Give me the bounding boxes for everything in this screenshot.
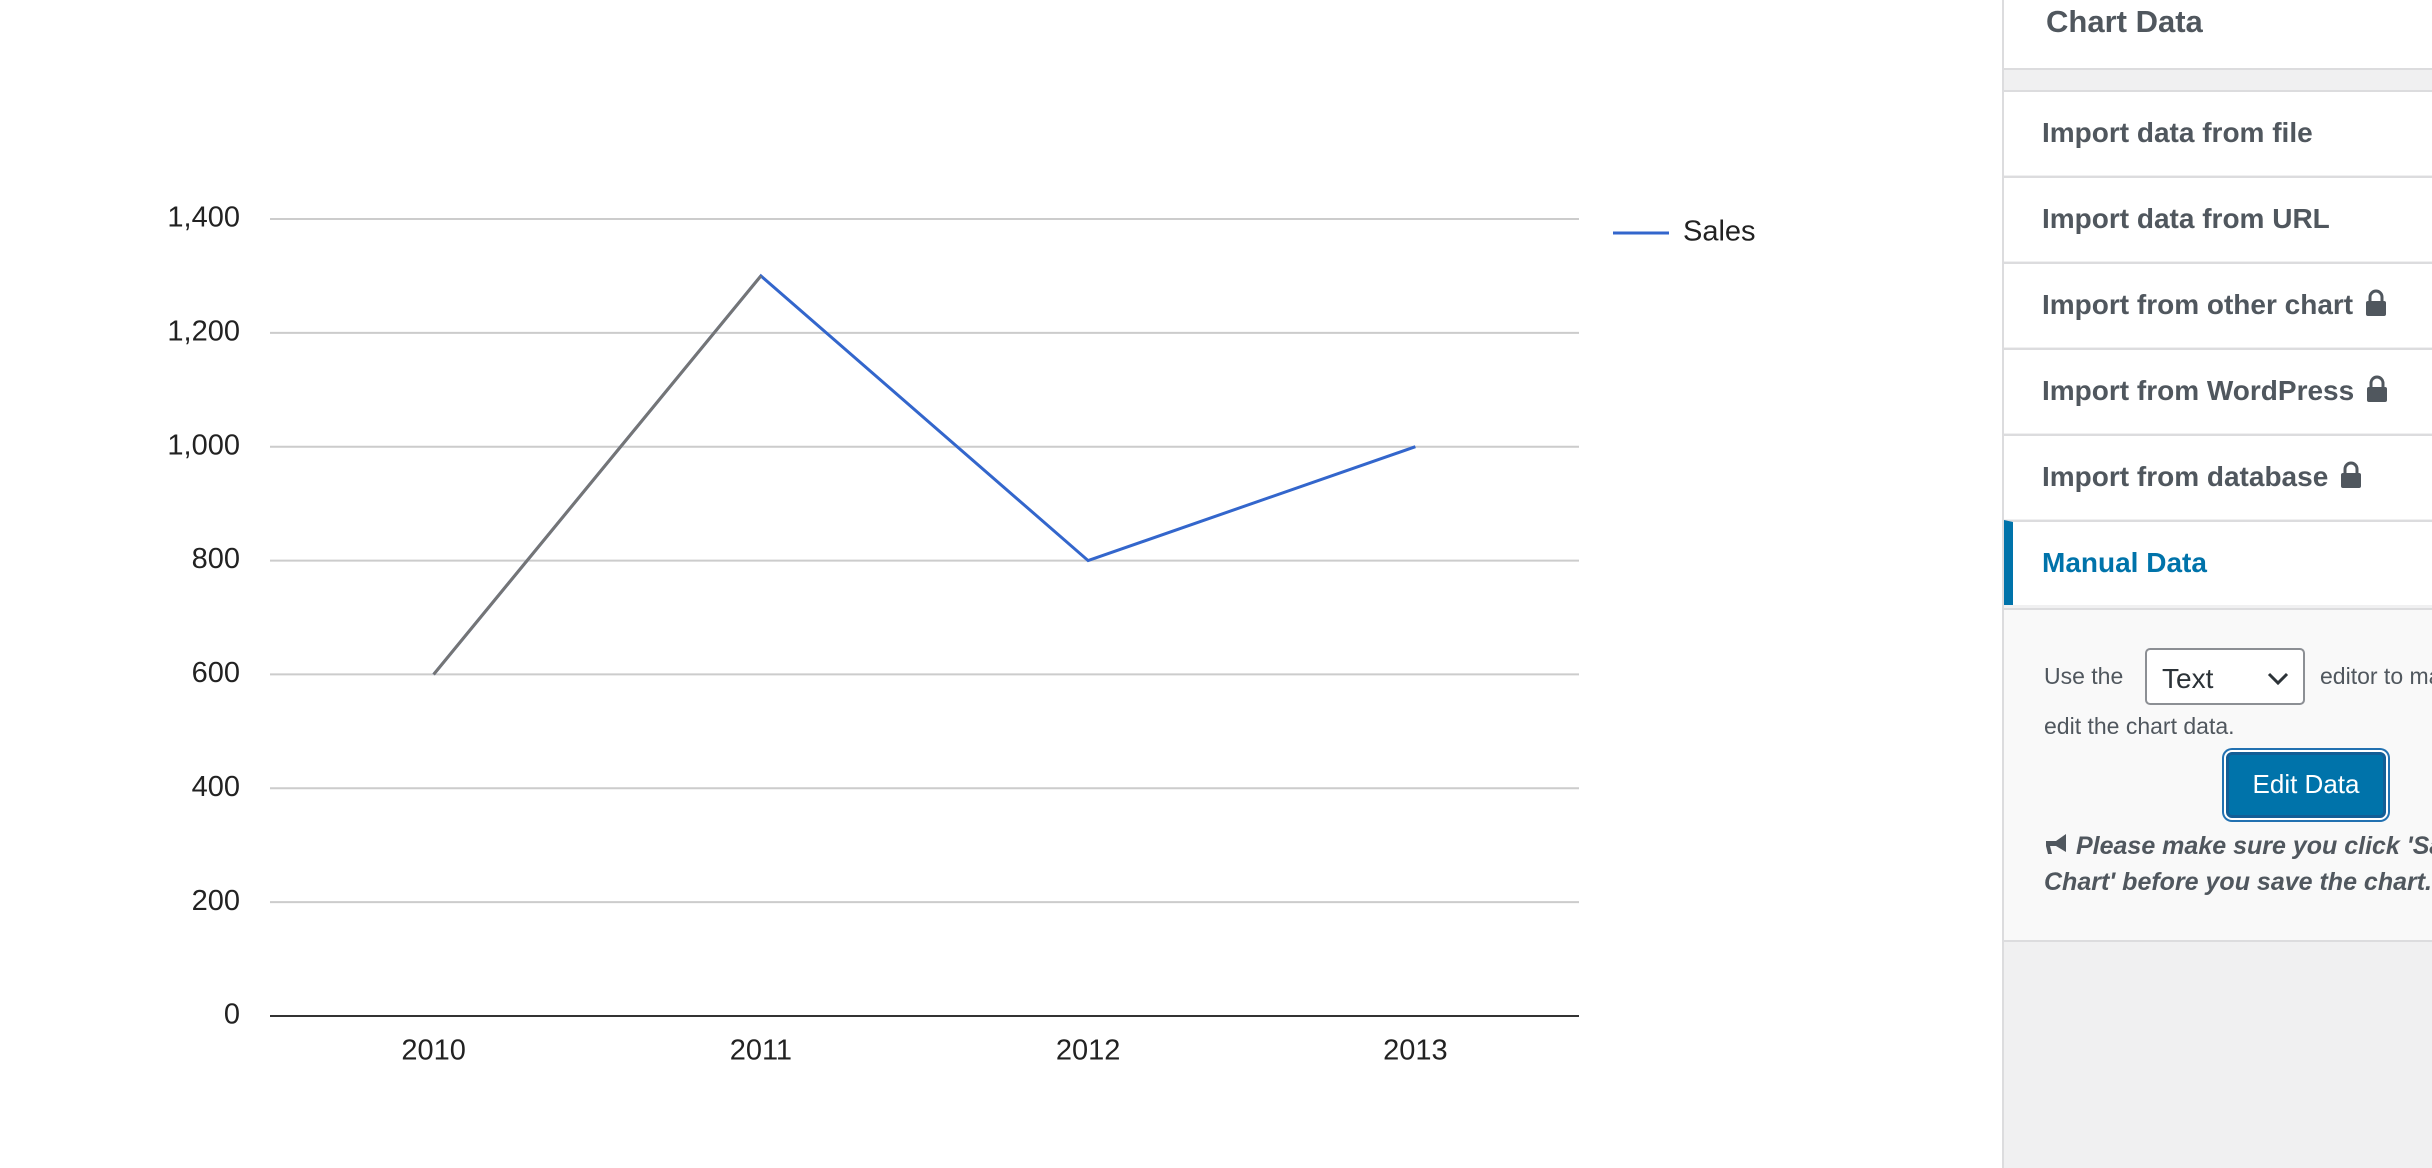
edit-data-button[interactable]: Edit Data	[2226, 752, 2386, 818]
chevron-icon	[2267, 672, 2289, 686]
sidebar-item[interactable]: Import from other chart	[2004, 262, 2432, 347]
megaphone-icon	[2046, 834, 2066, 854]
editor-select[interactable]: Text	[2145, 648, 2305, 705]
manual-data-panel: Use the Text editor to manually edit the…	[2004, 608, 2432, 942]
sidebar-item[interactable]: Import from database	[2004, 434, 2432, 519]
y-tick-label: 200	[192, 885, 240, 917]
sidebar-item[interactable]: Import from WordPress	[2004, 348, 2432, 433]
lock-icon	[2341, 461, 2362, 488]
y-tick-label: 800	[192, 543, 240, 575]
sidebar: Chart Data Import data from file Import d…	[2002, 0, 2432, 1168]
y-tick-label: 400	[192, 771, 240, 803]
highlighted-segment	[432, 274, 763, 676]
y-tick-label: 1,000	[167, 429, 240, 461]
notice-text: Chart' before you save the chart.	[2044, 868, 2432, 896]
x-tick-label: 2012	[1056, 1035, 1121, 1067]
editor-text: editor to manually	[2320, 663, 2432, 689]
x-tick-label: 2011	[730, 1035, 792, 1067]
item-label: Manual Data	[2042, 547, 2207, 578]
x-tick-label: 2013	[1383, 1035, 1448, 1067]
sidebar-item[interactable]: Import data from file	[2004, 90, 2432, 175]
item-label: Import data from file	[2042, 117, 2313, 148]
sidebar-item[interactable]: Import data from URL	[2004, 176, 2432, 261]
y-tick-label: 0	[224, 999, 240, 1031]
editor-text: edit the chart data.	[2044, 713, 2235, 739]
sidebar-title: Chart Data	[2046, 4, 2203, 39]
legend-label: Sales	[1683, 216, 1756, 248]
y-tick-label: 1,200	[167, 316, 240, 348]
item-label: Import from database	[2042, 461, 2362, 493]
y-tick-label: 600	[192, 657, 240, 689]
notice-text: Please make sure you click 'Save	[2076, 832, 2432, 860]
select-value: Text	[2162, 663, 2214, 694]
sidebar-item[interactable]: Manual Data	[2004, 520, 2432, 605]
y-tick-label: 1,400	[167, 202, 240, 234]
item-label: Import from WordPress	[2042, 375, 2388, 407]
item-label: Import from other chart	[2042, 289, 2387, 321]
lock-icon	[2367, 375, 2388, 402]
x-tick-label: 2010	[401, 1035, 466, 1067]
editor-text: Use the	[2044, 663, 2124, 689]
chart: 0 200 400 600 800 1,000 1,200 1,400 2010 2011 2012…	[167, 202, 1756, 1067]
item-label: Import data from URL	[2042, 203, 2330, 234]
sidebar-header: Chart Data	[2004, 0, 2432, 70]
lock-icon	[2366, 289, 2387, 316]
series-line	[432, 273, 1416, 676]
